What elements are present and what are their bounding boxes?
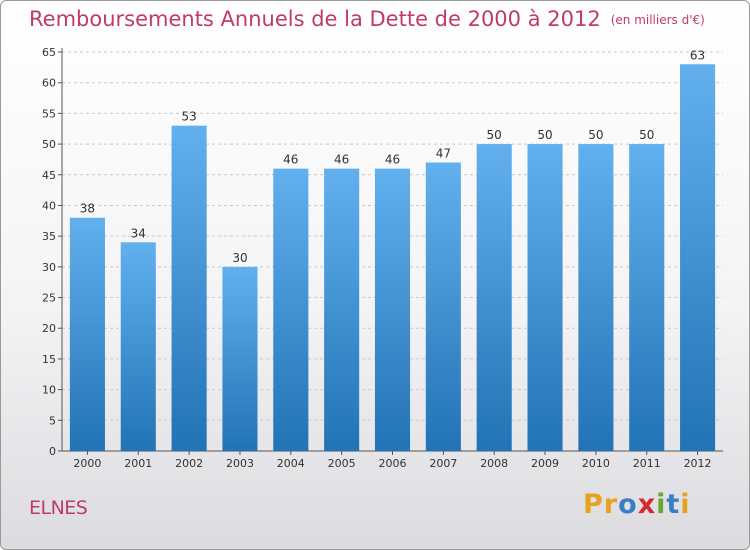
logo-letter: i [656, 489, 667, 520]
data-label: 63 [690, 48, 705, 62]
logo-letter: P [583, 489, 604, 520]
data-label: 50 [588, 128, 603, 142]
data-label: 47 [436, 146, 451, 160]
y-tick-label: 0 [49, 445, 56, 458]
bar [273, 168, 309, 451]
data-label: 46 [385, 153, 400, 167]
x-tick-label: 2000 [73, 457, 101, 470]
bar [171, 125, 207, 452]
data-label: 50 [639, 128, 654, 142]
x-tick-label: 2010 [582, 457, 610, 470]
proxiti-logo: Proxiti [583, 489, 691, 520]
x-tick-label: 2008 [480, 457, 508, 470]
x-tick-label: 2004 [277, 457, 305, 470]
x-tick-label: 2009 [531, 457, 559, 470]
logo-letter: x [637, 489, 657, 520]
bar [425, 162, 461, 451]
x-tick-label: 2001 [124, 457, 152, 470]
data-label: 30 [232, 251, 247, 265]
y-tick-label: 5 [49, 414, 56, 427]
logo-letter: t [666, 489, 681, 520]
data-label: 38 [80, 202, 95, 216]
y-tick-label: 50 [42, 138, 56, 151]
y-tick-label: 40 [42, 199, 56, 212]
bar [527, 144, 563, 452]
x-tick-label: 2007 [429, 457, 457, 470]
data-label: 50 [487, 128, 502, 142]
y-tick-label: 45 [42, 169, 56, 182]
bar [476, 144, 512, 452]
bar [629, 144, 665, 452]
y-tick-label: 30 [42, 261, 56, 274]
bar [374, 168, 411, 451]
x-tick-label: 2003 [226, 457, 254, 470]
data-label: 50 [537, 128, 552, 142]
data-label: 46 [334, 153, 349, 167]
logo-letter: i [680, 489, 691, 520]
logo-letter: r [603, 489, 619, 520]
bar [222, 266, 258, 451]
logo-letter: o [618, 489, 638, 520]
x-tick-label: 2011 [633, 457, 661, 470]
y-tick-label: 55 [42, 107, 56, 120]
y-tick-label: 20 [42, 322, 56, 335]
bar [120, 242, 156, 451]
x-tick-label: 2006 [379, 457, 407, 470]
bar [69, 217, 105, 451]
bar [324, 168, 360, 451]
chart-title: Remboursements Annuels de la Dette de 20… [29, 7, 705, 31]
commune-name: ELNES [29, 497, 88, 519]
y-tick-label: 65 [42, 46, 56, 59]
bar [578, 144, 614, 452]
bar [680, 64, 716, 452]
y-tick-label: 60 [42, 77, 56, 90]
y-tick-label: 10 [42, 384, 56, 397]
y-tick-label: 25 [42, 292, 56, 305]
y-tick-label: 35 [42, 230, 56, 243]
data-label: 34 [131, 226, 146, 240]
data-label: 53 [181, 110, 196, 124]
x-tick-label: 2002 [175, 457, 203, 470]
y-tick-label: 15 [42, 353, 56, 366]
chart-subtitle: (en milliers d'€) [610, 13, 705, 27]
x-tick-label: 2005 [328, 457, 356, 470]
x-tick-label: 2012 [684, 457, 712, 470]
data-label: 46 [283, 153, 298, 167]
